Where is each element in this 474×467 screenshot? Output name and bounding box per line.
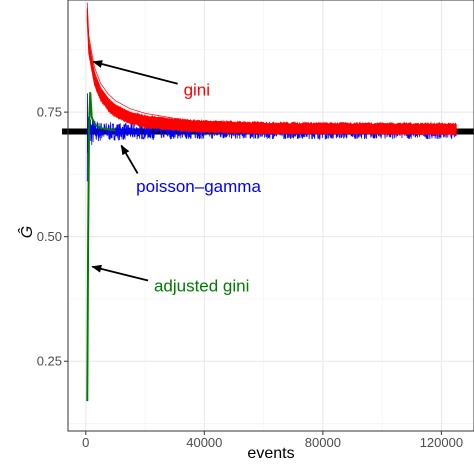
series-gini-trace bbox=[86, 2, 457, 130]
y-tick-label: 0.25 bbox=[37, 354, 62, 369]
y-tick-label: 0.75 bbox=[37, 105, 62, 120]
annotation-arrow-poisson-gamma bbox=[120, 144, 139, 174]
annotation-arrow-adjusted-gini bbox=[91, 264, 149, 282]
annotation-label-adjusted-gini: adjusted gini bbox=[154, 276, 249, 295]
plot-panel-border bbox=[67, 0, 474, 432]
x-tick-label: 0 bbox=[82, 435, 89, 450]
axis-layer: 0 40000 80000 120000 0.25 0.50 0.75 bbox=[37, 105, 463, 450]
annotation-label-gini: gini bbox=[184, 81, 210, 100]
x-axis-title: events bbox=[247, 445, 294, 462]
annotation-layer: gini poisson–gamma adjusted gini bbox=[91, 60, 261, 295]
series-adjusted-gini-line bbox=[86, 92, 116, 402]
x-tick-label: 80000 bbox=[305, 435, 341, 450]
annotation-label-poisson-gamma: poisson–gamma bbox=[136, 177, 261, 196]
y-axis-title: Ĝ bbox=[17, 226, 36, 238]
x-tick-label: 40000 bbox=[186, 435, 222, 450]
plot-background bbox=[68, 0, 474, 431]
annotation-arrow-gini bbox=[92, 60, 178, 85]
y-tick-label: 0.50 bbox=[37, 229, 62, 244]
grid bbox=[68, 0, 474, 431]
x-tick-label: 120000 bbox=[420, 435, 463, 450]
series-layer bbox=[86, 2, 457, 402]
